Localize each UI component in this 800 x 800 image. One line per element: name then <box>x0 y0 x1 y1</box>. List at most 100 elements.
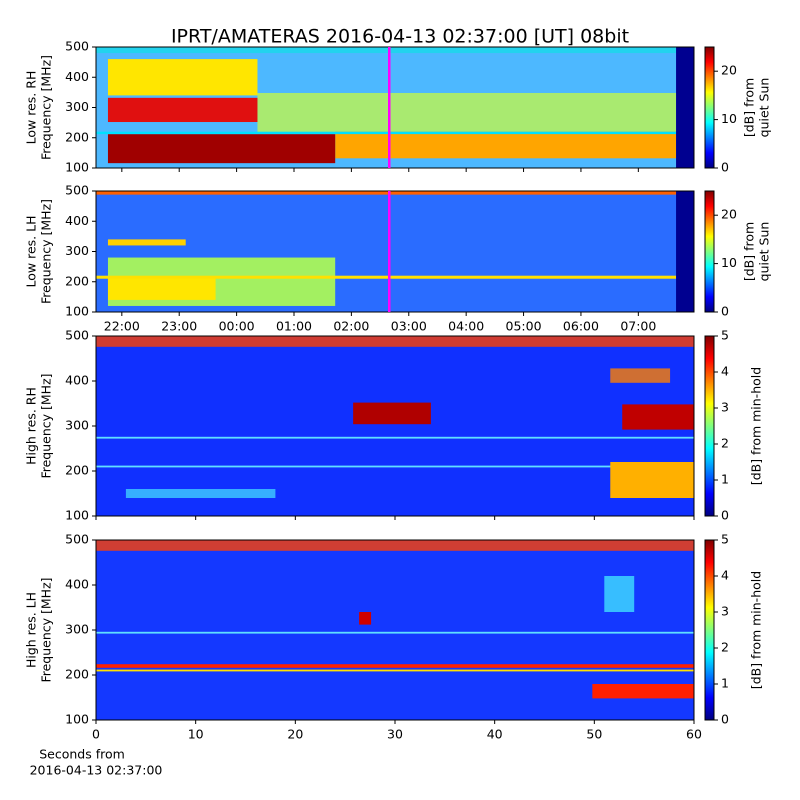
x-axis-label: 2016-04-13 02:37:00 <box>30 763 163 778</box>
spectrogram-region <box>107 59 258 96</box>
spectrogram-region <box>96 336 694 516</box>
time-marker <box>388 191 391 312</box>
x-tick-label: 10 <box>188 727 204 742</box>
y-axis-label: Frequency [MHz] <box>39 199 54 304</box>
spectrogram-region <box>96 436 694 439</box>
x-tick-label: 40 <box>487 727 503 742</box>
y-tick-label: 200 <box>65 273 89 288</box>
spectrogram-region <box>96 664 694 668</box>
spectrogram-region <box>592 684 694 699</box>
x-tick-label: 20 <box>287 727 303 742</box>
x-tick-label: 07:00 <box>620 319 656 334</box>
x-tick-label: 03:00 <box>391 319 427 334</box>
spectrogram-region <box>96 465 694 468</box>
colorbar-label: [dB] from min-hold <box>749 571 764 689</box>
spectrogram-region <box>96 631 694 634</box>
spectrogram-region <box>96 131 677 135</box>
spectrogram-region <box>107 134 336 164</box>
x-tick-label: 60 <box>686 727 702 742</box>
y-tick-label: 300 <box>65 243 89 258</box>
y-axis-label: Low res. RH <box>24 71 39 145</box>
spectrogram-region <box>125 489 276 498</box>
spectrogram-region <box>96 540 694 551</box>
x-tick-label: 23:00 <box>161 319 197 334</box>
spectrogram-region <box>96 191 694 195</box>
y-tick-label: 200 <box>65 463 89 478</box>
x-tick-label: 30 <box>387 727 403 742</box>
x-tick-label: 04:00 <box>448 319 484 334</box>
y-tick-label: 400 <box>65 373 89 388</box>
spectrogram-region <box>96 336 694 347</box>
colorbar-label: [dB] from min-hold <box>749 367 764 485</box>
colorbar-tick-label: 10 <box>721 255 737 270</box>
y-tick-label: 500 <box>65 328 89 343</box>
y-tick-label: 200 <box>65 667 89 682</box>
spectrogram-region <box>676 47 694 168</box>
colorbar <box>704 46 715 169</box>
colorbar-tick-label: 0 <box>721 508 729 523</box>
y-tick-label: 400 <box>65 577 89 592</box>
y-tick-label: 300 <box>65 99 89 114</box>
colorbar-tick-label: 5 <box>721 532 729 547</box>
colorbar <box>704 190 715 313</box>
y-axis-label: Frequency [MHz] <box>39 55 54 160</box>
y-tick-label: 100 <box>65 508 89 523</box>
colorbar-tick-label: 4 <box>721 364 729 379</box>
colorbar-tick-label: 10 <box>721 111 737 126</box>
colorbar-tick-label: 0 <box>721 712 729 727</box>
colorbar-tick-label: 4 <box>721 568 729 583</box>
y-axis-label: High res. LH <box>24 592 39 668</box>
colorbar-tick-label: 5 <box>721 328 729 343</box>
spectrogram-region <box>107 278 216 300</box>
spectrogram-region <box>96 275 677 279</box>
spectrogram-region <box>359 612 372 625</box>
y-axis-label: Frequency [MHz] <box>39 577 54 682</box>
colorbar-tick-label: 2 <box>721 640 729 655</box>
y-axis-label: Frequency [MHz] <box>39 373 54 478</box>
y-tick-label: 100 <box>65 304 89 319</box>
y-tick-label: 500 <box>65 183 89 198</box>
colorbar-tick-label: 20 <box>721 207 737 222</box>
spectrogram-region <box>676 191 694 312</box>
y-tick-label: 300 <box>65 418 89 433</box>
x-tick-label: 06:00 <box>563 319 599 334</box>
y-tick-label: 200 <box>65 129 89 144</box>
colorbar-tick-label: 0 <box>721 160 729 175</box>
spectrogram-region <box>107 239 186 246</box>
colorbar-tick-label: 3 <box>721 604 729 619</box>
colorbar-tick-label: 1 <box>721 676 729 691</box>
colorbar-tick-label: 20 <box>721 63 737 78</box>
spectrogram-region <box>610 368 671 383</box>
y-tick-label: 400 <box>65 213 89 228</box>
x-tick-label: 50 <box>586 727 602 742</box>
x-tick-label: 0 <box>92 727 100 742</box>
x-tick-label: 05:00 <box>506 319 542 334</box>
spectrogram-region <box>257 92 677 133</box>
colorbar-tick-label: 3 <box>721 400 729 415</box>
spectrogram-region <box>610 462 694 498</box>
spectrogram-region <box>96 669 694 672</box>
figure-title: IPRT/AMATERAS 2016-04-13 02:37:00 [UT] 0… <box>171 26 629 48</box>
panel: 100 200 300 400 500 High res. RH Frequency [MH… <box>24 328 764 523</box>
y-tick-label: 500 <box>65 532 89 547</box>
colorbar-label: quiet Sun <box>757 78 772 138</box>
colorbar-label: [dB] from <box>742 78 757 137</box>
y-tick-label: 100 <box>65 712 89 727</box>
time-marker <box>388 47 391 168</box>
colorbar-tick-label: 2 <box>721 436 729 451</box>
x-axis-label: Seconds from <box>39 747 125 762</box>
y-tick-label: 400 <box>65 69 89 84</box>
y-tick-label: 100 <box>65 160 89 175</box>
x-tick-label: 02:00 <box>333 319 369 334</box>
spectrogram-region <box>604 576 635 612</box>
colorbar-tick-label: 0 <box>721 304 729 319</box>
colorbar-tick-label: 1 <box>721 472 729 487</box>
colorbar-label: [dB] from <box>742 222 757 281</box>
colorbar <box>704 335 715 517</box>
spectrogram-region <box>622 404 694 430</box>
